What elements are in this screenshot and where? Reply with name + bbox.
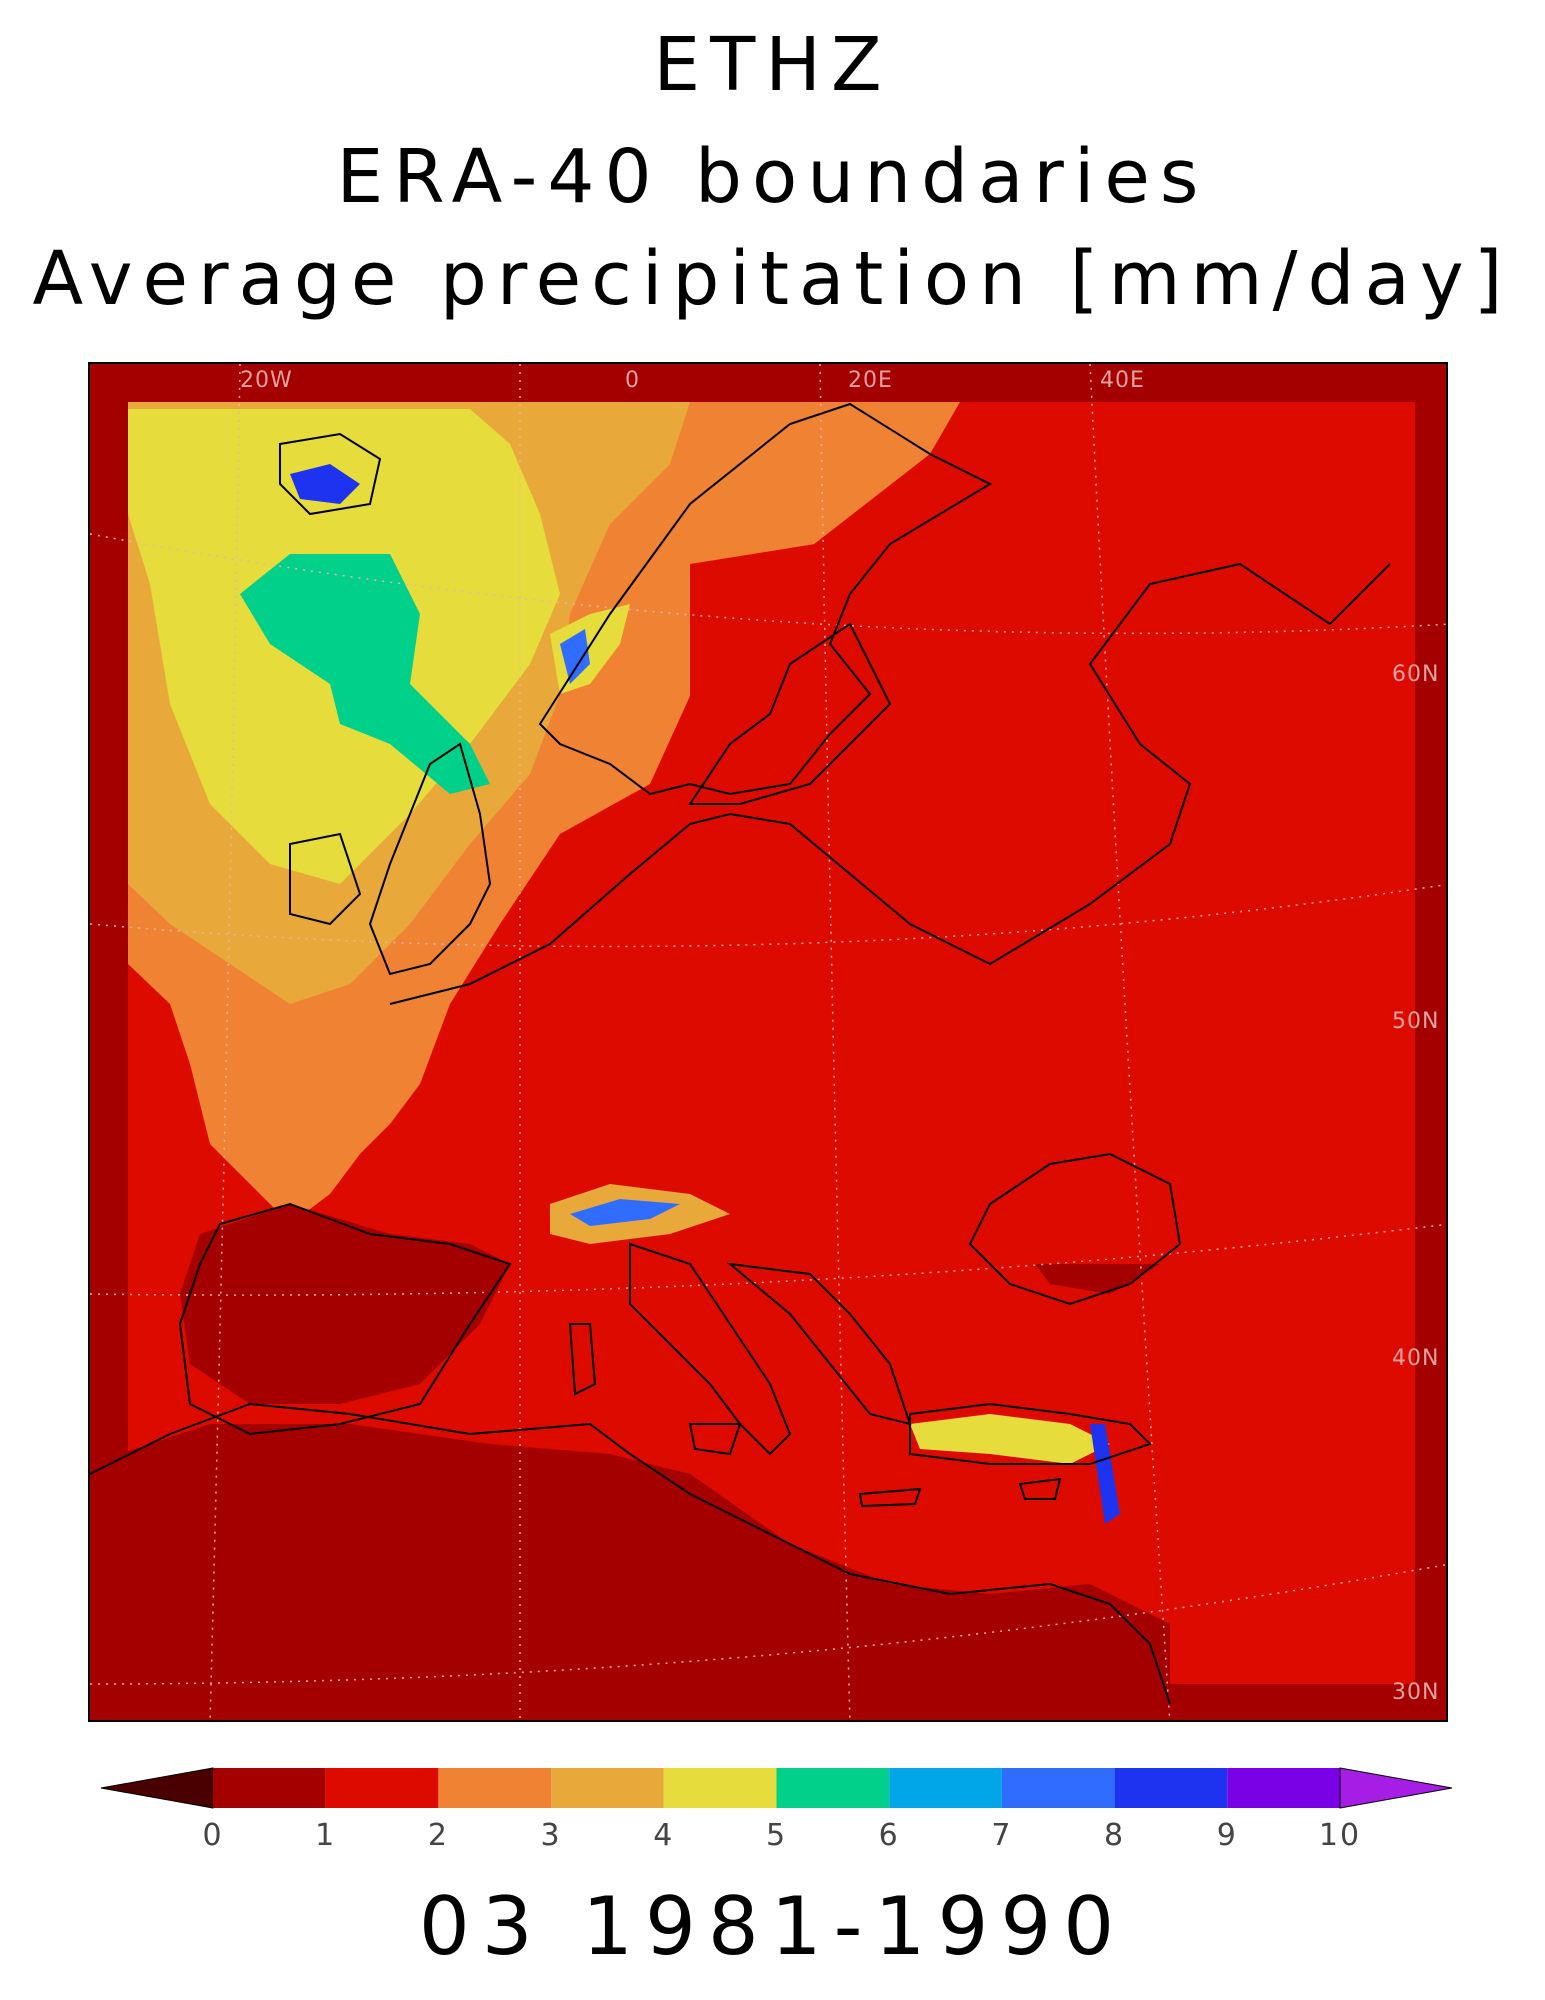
black-sea-coast xyxy=(968,1152,1182,1306)
scandinavia-coast xyxy=(538,402,993,796)
title-boundaries: ERA-40 boundaries xyxy=(336,134,1209,220)
precip-region-turkey-coast xyxy=(910,1414,1110,1464)
colorbar-tick-label: 7 xyxy=(991,1818,1013,1853)
colorbar-segment-7 xyxy=(1001,1768,1115,1808)
colorbar-tick-label: 8 xyxy=(1104,1818,1126,1853)
turkey-coast xyxy=(909,1402,1152,1465)
colorbar-segment-1 xyxy=(325,1768,439,1808)
baltic-coast xyxy=(688,622,892,805)
precip-region-5-6 xyxy=(240,554,490,794)
grid-label-40n: 40N xyxy=(1392,1346,1440,1371)
colorbar xyxy=(100,1767,1453,1809)
cyprus-coast xyxy=(1018,1477,1062,1500)
africa-coast xyxy=(90,1402,1171,1705)
period-label: 03 1981-1990 xyxy=(418,1880,1127,1973)
title-institution: ETHZ xyxy=(653,22,892,108)
colorbar-tick-label: 10 xyxy=(1318,1818,1362,1853)
ireland-coast xyxy=(289,832,362,926)
colorbar-segments xyxy=(100,1767,1453,1809)
coastlines xyxy=(90,402,1391,1705)
map-canvas xyxy=(90,364,1446,1720)
grid-label-20e: 20E xyxy=(848,368,893,393)
grid-label-50n: 50N xyxy=(1392,1009,1440,1034)
title-variable: Average precipitation [mm/day] xyxy=(32,236,1513,322)
colorbar-segment-5 xyxy=(776,1768,890,1808)
colorbar-segment-9 xyxy=(1227,1768,1340,1808)
colorbar-tick-label: 6 xyxy=(878,1818,900,1853)
grid-label-60n: 60N xyxy=(1392,662,1440,687)
colorbar-tick-label: 5 xyxy=(765,1818,788,1853)
crete-coast xyxy=(858,1487,922,1508)
precip-region-iceland xyxy=(290,464,360,504)
colorbar-segment-4 xyxy=(663,1768,777,1808)
precip-region-iberia xyxy=(180,1204,510,1404)
colorbar-segment-0 xyxy=(213,1768,326,1808)
grid-label-40e: 40E xyxy=(1100,368,1145,393)
europe-mainland-coast xyxy=(389,562,1391,1005)
colorbar-over-triangle xyxy=(1339,1767,1453,1809)
colorbar-segment-6 xyxy=(889,1768,1002,1808)
precip-region-east-europe xyxy=(690,484,1390,1264)
precip-region-norway-core xyxy=(560,629,590,684)
sardinia-coast xyxy=(568,1323,597,1396)
sicily-coast xyxy=(688,1423,742,1456)
colorbar-tick-label: 4 xyxy=(653,1818,675,1853)
grid-label-30n: 30N xyxy=(1392,1680,1440,1705)
iberia-coast xyxy=(178,1202,512,1436)
colorbar-tick-label: 1 xyxy=(315,1818,337,1853)
precipitation-map: 20W 0 20E 40E 60N 50N 40N 30N xyxy=(88,362,1448,1722)
iceland-coast xyxy=(279,432,382,516)
colorbar-tick-label: 3 xyxy=(540,1818,562,1853)
precip-region-levant xyxy=(1090,1424,1120,1524)
colorbar-tick-label: 9 xyxy=(1216,1818,1238,1853)
precip-region-alps-core xyxy=(570,1199,680,1226)
italy-coast xyxy=(629,1242,792,1456)
colorbar-segment-3 xyxy=(551,1768,664,1808)
colorbar-segment-2 xyxy=(438,1768,552,1808)
colorbar-tick-label: 2 xyxy=(427,1818,449,1853)
uk-coast xyxy=(368,742,492,976)
colorbar-tick-label: 0 xyxy=(202,1818,224,1853)
precip-region-sahara xyxy=(90,1424,1170,1720)
graticule xyxy=(90,364,1446,1720)
grid-label-0: 0 xyxy=(625,368,640,393)
colorbar-segment-8 xyxy=(1114,1768,1228,1808)
colorbar-under-triangle xyxy=(100,1767,214,1809)
grid-label-20w: 20W xyxy=(240,368,293,393)
